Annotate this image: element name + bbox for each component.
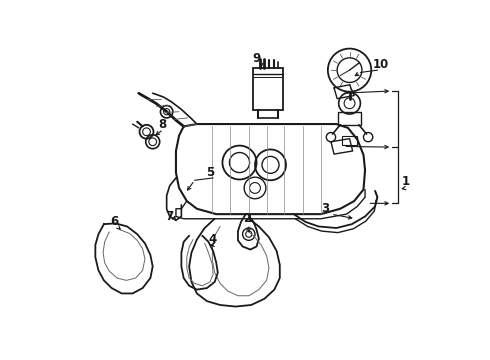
Text: 9: 9 [252,52,261,65]
Text: 6: 6 [110,215,118,228]
Text: 1: 1 [402,175,410,188]
Bar [342,136,357,145]
Text: 3: 3 [320,202,329,215]
Bar [253,68,283,110]
Text: 5: 5 [206,166,214,179]
Bar [338,112,361,125]
Text: 8: 8 [158,118,166,131]
Text: 2: 2 [243,212,251,225]
Text: 4: 4 [208,233,217,246]
Text: 10: 10 [372,58,389,71]
Text: 7: 7 [166,210,174,223]
